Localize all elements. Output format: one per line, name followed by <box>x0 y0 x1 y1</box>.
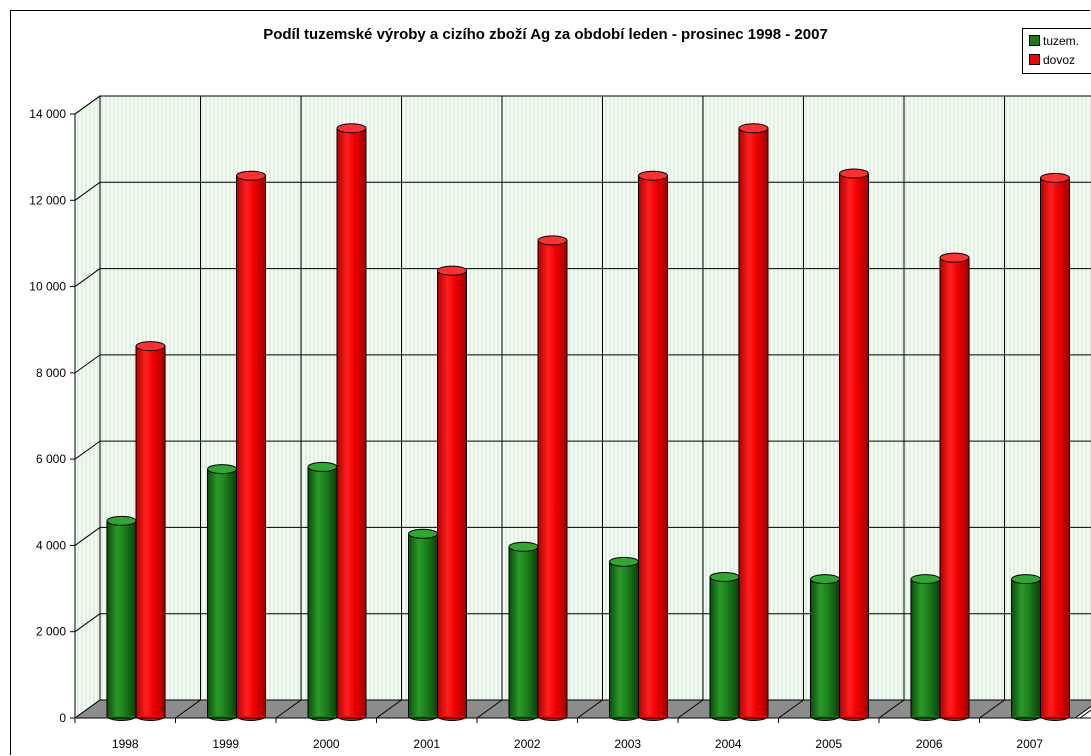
y-tick-label: 14 000 <box>29 107 66 121</box>
x-tick-label: 2005 <box>815 737 842 751</box>
bar-dovoz-2004 <box>738 123 769 721</box>
bar-dovoz-1999 <box>236 170 266 721</box>
gridline-y-side <box>74 527 101 546</box>
gridline-y-side <box>74 95 101 115</box>
bar-tuzem-2004 <box>709 571 740 721</box>
bar-dovoz-2001 <box>437 265 467 721</box>
bar-dovoz-1998 <box>135 341 166 721</box>
bar-tuzem-1998 <box>106 515 137 721</box>
legend-label-tuzem: tuzem. <box>1043 34 1080 48</box>
x-tick-label: 2006 <box>916 737 943 751</box>
bar-tuzem-2007 <box>1011 574 1041 721</box>
bar-dovoz-2002 <box>537 235 568 721</box>
gridline-y-side <box>74 181 101 201</box>
floor-divider <box>175 699 201 719</box>
floor-divider <box>577 699 603 719</box>
floor-divider <box>979 699 1005 719</box>
chart-legend: tuzem. dovoz <box>1022 28 1091 74</box>
chart-title: Podíl tuzemské výroby a cizího zboží Ag … <box>263 26 828 43</box>
bar-dovoz-2006 <box>939 252 970 721</box>
gridline-y-side <box>74 268 101 287</box>
y-tick-label: 4 000 <box>36 538 66 552</box>
bar-dovoz-2007 <box>1040 172 1070 721</box>
x-tick-label: 2002 <box>514 737 541 751</box>
x-tick-label: 2000 <box>313 737 340 751</box>
bar-tuzem-2006 <box>910 574 941 721</box>
floor-divider <box>1079 709 1091 719</box>
y-tick-label: 0 <box>59 711 66 725</box>
bar-tuzem-2000 <box>307 461 338 721</box>
floor-divider <box>778 699 804 719</box>
bar-tuzem-2001 <box>408 528 438 721</box>
x-tick-label: 2004 <box>715 737 742 751</box>
y-tick-label: 6 000 <box>36 452 66 466</box>
legend-label-dovoz: dovoz <box>1043 53 1076 67</box>
bar-tuzem-1999 <box>207 464 237 721</box>
bar-dovoz-2000 <box>336 123 367 721</box>
floor-divider <box>275 699 302 719</box>
legend-swatch-tuzem <box>1029 35 1040 46</box>
y-tick-label: 10 000 <box>29 280 66 294</box>
gridline-y-side <box>74 354 101 374</box>
y-tick-label: 8 000 <box>36 366 66 380</box>
bar-tuzem-2002 <box>508 541 539 721</box>
floor-divider <box>878 699 905 719</box>
floor-divider <box>376 699 402 719</box>
y-tick-label: 12 000 <box>29 193 66 207</box>
legend-swatch-dovoz <box>1029 54 1040 65</box>
x-tick-label: 2001 <box>413 737 440 751</box>
floor-divider <box>476 699 503 719</box>
x-tick-label: 2003 <box>614 737 641 751</box>
x-tick-label: 1998 <box>112 737 139 751</box>
y-tick-label: 2 000 <box>36 625 66 639</box>
legend-item-dovoz: dovoz <box>1029 51 1075 69</box>
bar-tuzem-2003 <box>609 556 639 721</box>
legend-item-tuzem: tuzem. <box>1029 32 1079 50</box>
x-tick-label: 2007 <box>1016 737 1043 751</box>
floor-divider <box>677 699 704 719</box>
gridline-y-side <box>74 613 101 633</box>
x-tick-label: 1999 <box>212 737 239 751</box>
bar-dovoz-2003 <box>638 170 668 721</box>
bar-dovoz-2005 <box>839 168 869 721</box>
side-wall <box>74 95 101 719</box>
gridline-y-side <box>74 440 101 460</box>
bar-tuzem-2005 <box>810 574 840 721</box>
